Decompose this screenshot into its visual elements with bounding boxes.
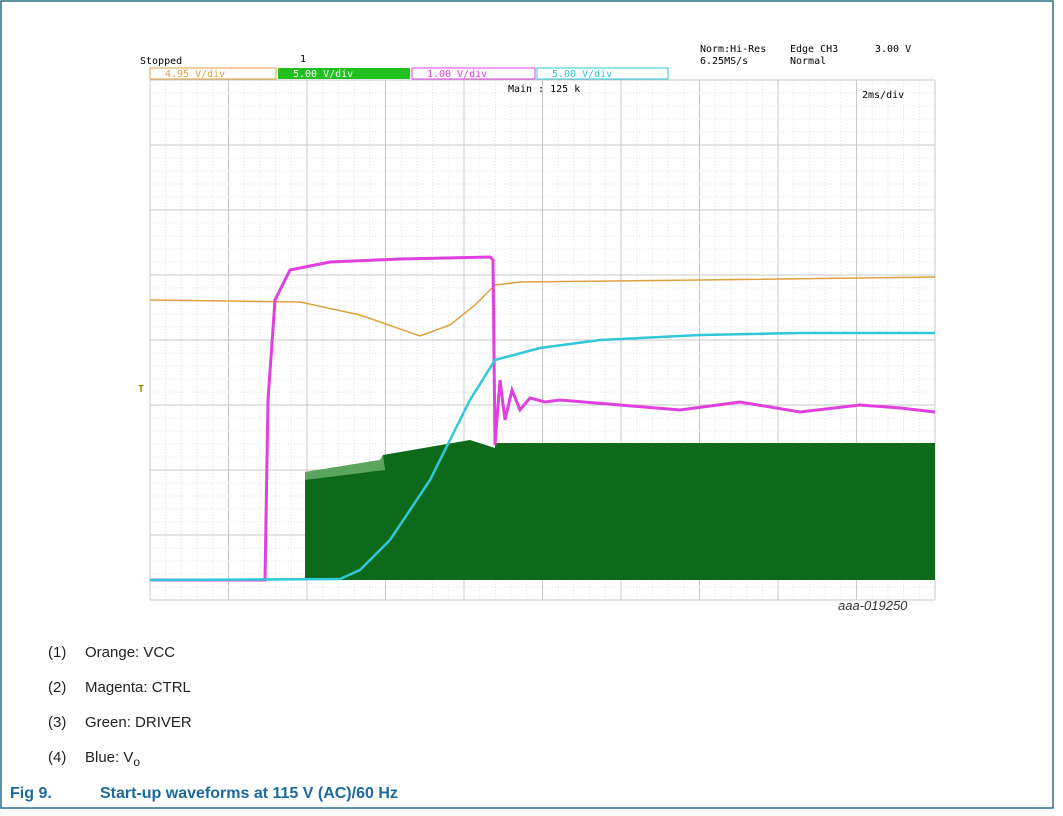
legend: (1) Orange: VCC (2) Magenta: CTRL (3) Gr… [48,644,192,769]
vo-trace [149,331,935,582]
ch3-box [411,67,536,80]
figure-id: aaa-019250 [838,598,908,613]
main: Main : 125 k [508,84,580,95]
ctrl-trace [150,255,936,582]
trigger-level: 3.00 V [875,44,911,55]
ch2-scale: 5.00 V/div [293,69,353,80]
timebase: 2ms/div [862,90,904,101]
trigger-mode: Normal [790,56,826,67]
scope-screen: Stopped 1 Norm:Hi-Res 6.25MS/s Edge CH3 … [138,44,936,613]
legend-text-main: Blue: V [85,749,133,766]
trigger-marker: 1 [300,54,306,65]
vcc-trace [149,276,936,337]
caption-label: Fig 9. [10,785,52,802]
legend-number: (1) [48,644,66,661]
legend-subscript: o [133,755,140,769]
legend-text: Magenta: CTRL [85,679,191,696]
ch1-box [149,67,277,80]
driver-burst [305,455,385,480]
ch4-scale: 5.00 V/div [552,69,612,80]
legend-text: Blue: Vo [85,749,140,769]
sample-rate: 6.25MS/s [700,56,748,67]
trigger-level-marker: T [138,384,144,395]
ch2-box [278,68,410,79]
legend-text: Green: DRIVER [85,714,192,731]
driver-trace [305,440,935,580]
legend-text: Orange: VCC [85,644,175,661]
caption-text: Start-up waveforms at 115 V (AC)/60 Hz [100,785,398,802]
legend-number: (4) [48,749,66,766]
ch3-scale: 1.00 V/div [427,69,487,80]
status: Stopped [140,56,182,67]
ch4-box [536,67,669,80]
legend-number: (3) [48,714,66,731]
mode: Norm:Hi-Res [700,44,766,55]
trigger: Edge CH3 [790,44,838,55]
legend-number: (2) [48,679,66,696]
ch1-scale: 4.95 V/div [165,69,225,80]
